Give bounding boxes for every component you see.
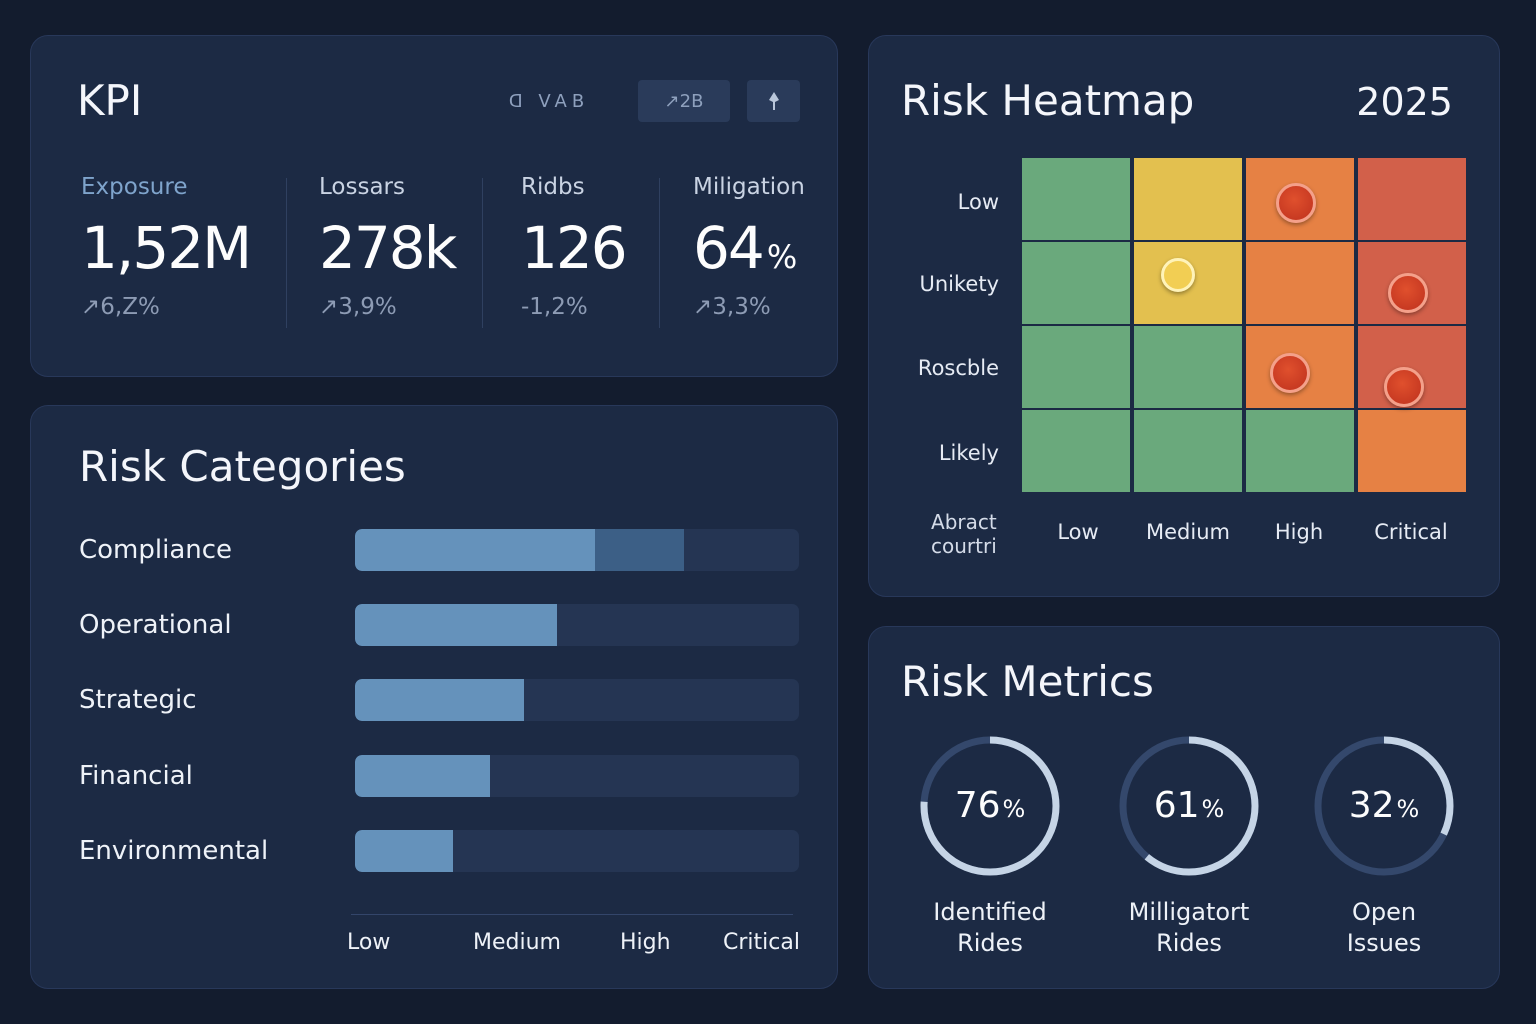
category-label: Operational bbox=[79, 610, 232, 640]
gauge-ring bbox=[1314, 736, 1454, 876]
kpi-change: ↗3,9% bbox=[319, 294, 397, 320]
category-bar-fill bbox=[355, 529, 595, 571]
category-axis-line bbox=[351, 914, 793, 915]
heatmap-col-label: Critical bbox=[1374, 520, 1448, 544]
heatmap-row-label: Likely bbox=[938, 441, 999, 465]
gauge-arc bbox=[1119, 736, 1259, 876]
kpi-value: 64% bbox=[693, 214, 798, 282]
compare-button[interactable]: ↗2B bbox=[638, 80, 730, 122]
category-bar-fill bbox=[355, 679, 524, 721]
gauge-ring bbox=[920, 736, 1060, 876]
heatmap-cell[interactable] bbox=[1022, 410, 1130, 492]
heatmap-cell[interactable] bbox=[1022, 326, 1130, 408]
risk-marker[interactable] bbox=[1276, 183, 1316, 223]
kpi-mitigation: Miligation 64% ↗3,3% bbox=[693, 174, 805, 320]
kpi-change: -1,2% bbox=[521, 294, 588, 320]
kpi-value: 1,52M bbox=[81, 214, 252, 282]
kpi-change: ↗3,3% bbox=[693, 294, 771, 320]
category-bar-fill bbox=[355, 604, 557, 646]
category-axis-label: High bbox=[620, 930, 671, 955]
heatmap-row-label: Roscble bbox=[917, 356, 999, 380]
pin-button[interactable] bbox=[747, 80, 800, 122]
category-axis-label: Medium bbox=[473, 930, 561, 955]
gauge-value: 61% bbox=[1153, 785, 1225, 826]
kpi-label: Ridbs bbox=[521, 174, 585, 200]
category-row[interactable]: Strategic bbox=[79, 679, 799, 721]
view-toggle[interactable]: ᗡ VAB bbox=[508, 90, 590, 112]
category-bar-secondary bbox=[595, 529, 684, 571]
heatmap-row-label: Low bbox=[957, 190, 999, 214]
kpi-label: Exposure bbox=[81, 174, 188, 200]
gauge-label: Milligatort Rides bbox=[1128, 898, 1250, 957]
kpi-title: KPI bbox=[77, 76, 143, 125]
category-row[interactable]: Financial bbox=[79, 755, 799, 797]
kpi-label: Miligation bbox=[693, 174, 805, 200]
risk-marker[interactable] bbox=[1161, 258, 1195, 292]
heatmap-row-label: Unikety bbox=[919, 272, 999, 296]
gauge-arc bbox=[1314, 736, 1454, 876]
category-bar-track bbox=[355, 529, 799, 571]
kpi-value: 126 bbox=[521, 214, 628, 282]
category-bar-track bbox=[355, 830, 799, 872]
gauge-arc bbox=[920, 736, 1060, 876]
heatmap-cell[interactable] bbox=[1358, 410, 1466, 492]
risk-heatmap-card: Risk Heatmap 2025 Low Unikety Roscble Li… bbox=[868, 35, 1500, 597]
category-bar-track bbox=[355, 755, 799, 797]
risk-marker[interactable] bbox=[1384, 367, 1424, 407]
kpi-divider bbox=[286, 178, 287, 328]
heatmap-cell[interactable] bbox=[1022, 158, 1130, 240]
gauge-label: Open Issues bbox=[1346, 898, 1422, 957]
heatmap-title: Risk Heatmap bbox=[901, 76, 1195, 125]
kpi-exposure: Exposure 1,52M ↗6,Z% bbox=[81, 174, 254, 320]
heatmap-cell[interactable] bbox=[1134, 158, 1242, 240]
risk-categories-title: Risk Categories bbox=[79, 442, 406, 491]
kpi-divider bbox=[482, 178, 483, 328]
heatmap-cell[interactable] bbox=[1246, 242, 1354, 324]
heatmap-cell[interactable] bbox=[1134, 410, 1242, 492]
gauge-mitigated-risks: 61% bbox=[1116, 733, 1262, 879]
metrics-title: Risk Metrics bbox=[901, 657, 1154, 706]
category-row[interactable]: Compliance bbox=[79, 529, 799, 571]
risk-marker[interactable] bbox=[1270, 353, 1310, 393]
heatmap-cell[interactable] bbox=[1246, 410, 1354, 492]
category-bar-fill bbox=[355, 830, 453, 872]
heatmap-cell[interactable] bbox=[1358, 158, 1466, 240]
heatmap-col-label: Low bbox=[1057, 520, 1099, 544]
gauge-ring bbox=[1119, 736, 1259, 876]
category-label: Strategic bbox=[79, 685, 197, 715]
pin-icon bbox=[768, 92, 779, 110]
kpi-change: ↗6,Z% bbox=[81, 294, 160, 320]
category-axis-label: Critical bbox=[723, 930, 800, 955]
category-bar-track bbox=[355, 604, 799, 646]
heatmap-col-label: Medium bbox=[1146, 520, 1230, 544]
heatmap-year: 2025 bbox=[1356, 80, 1453, 124]
risk-marker[interactable] bbox=[1388, 273, 1428, 313]
category-label: Environmental bbox=[79, 836, 269, 866]
kpi-label: Lossars bbox=[319, 174, 405, 200]
kpi-risks: Ridbs 126 -1,2% bbox=[521, 174, 630, 320]
category-row[interactable]: Environmental bbox=[79, 830, 799, 872]
gauge-value: 32% bbox=[1348, 785, 1420, 826]
heatmap-cell[interactable] bbox=[1022, 242, 1130, 324]
category-row[interactable]: Operational bbox=[79, 604, 799, 646]
heatmap-cell[interactable] bbox=[1134, 326, 1242, 408]
category-axis-label: Low bbox=[347, 930, 391, 955]
kpi-divider bbox=[659, 178, 660, 328]
gauge-open-issues: 32% bbox=[1311, 733, 1457, 879]
kpi-value: 278k bbox=[319, 214, 457, 282]
gauge-value: 76% bbox=[954, 785, 1026, 826]
heatmap-corner-label: Abract courtri bbox=[931, 510, 997, 558]
category-bar-fill bbox=[355, 755, 490, 797]
gauge-label: Identified Rides bbox=[933, 898, 1047, 957]
kpi-losses: Lossars 278k ↗3,9% bbox=[319, 174, 459, 320]
heatmap-col-label: High bbox=[1274, 520, 1324, 544]
category-label: Compliance bbox=[79, 535, 233, 565]
category-label: Financial bbox=[79, 761, 193, 791]
risk-categories-card: Risk Categories Compliance Operational S… bbox=[30, 405, 838, 989]
gauge-identified-risks: 76% bbox=[917, 733, 1063, 879]
risk-metrics-card: Risk Metrics 76% Identified Rides 61% Mi… bbox=[868, 626, 1500, 989]
kpi-card: KPI ᗡ VAB ↗2B Exposure 1,52M ↗6,Z% Lossa… bbox=[30, 35, 838, 377]
category-bar-track bbox=[355, 679, 799, 721]
